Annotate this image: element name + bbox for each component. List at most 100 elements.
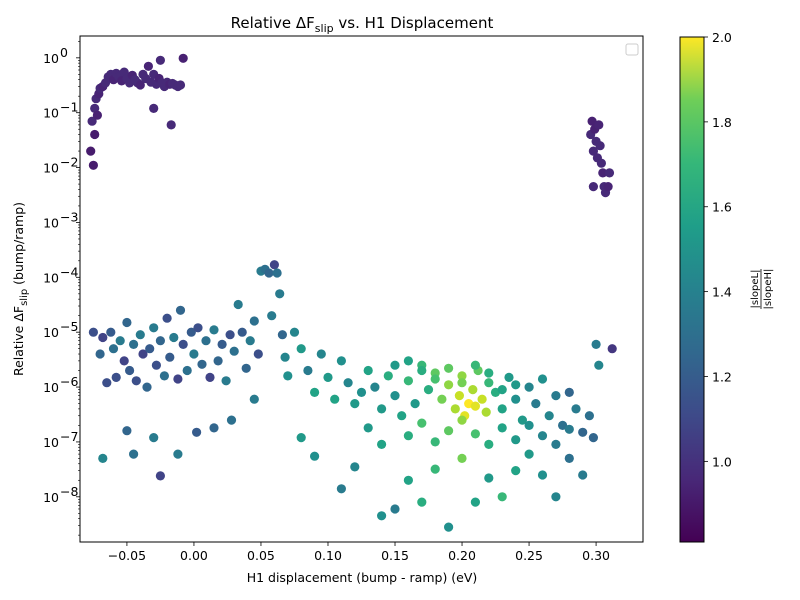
data-point xyxy=(595,141,605,151)
data-point xyxy=(280,352,290,362)
data-point xyxy=(390,360,400,370)
plot-area: −0.05 0.00 0.05 0.10 0.15 0.20 0.25 0.30 10 −810… xyxy=(43,35,644,563)
data-point xyxy=(119,356,129,366)
data-point xyxy=(544,411,554,421)
y-tick-label: 10 xyxy=(43,215,59,230)
data-point xyxy=(343,378,353,388)
data-point xyxy=(390,504,400,514)
data-point xyxy=(249,394,259,404)
data-point xyxy=(122,317,132,328)
data-point xyxy=(377,404,387,414)
x-tick-label: 0.25 xyxy=(515,548,543,563)
data-point xyxy=(470,360,480,370)
data-point xyxy=(149,323,159,333)
data-point xyxy=(143,61,153,71)
data-point xyxy=(155,55,165,65)
data-point xyxy=(588,146,599,156)
data-point xyxy=(531,399,541,409)
data-point xyxy=(417,365,427,376)
data-point xyxy=(131,376,141,386)
data-point xyxy=(578,427,588,437)
y-tick-label-exponent: −3 xyxy=(60,209,78,224)
data-point xyxy=(186,327,196,337)
data-point xyxy=(450,404,460,414)
x-tick-label: 0.20 xyxy=(448,548,476,563)
data-point xyxy=(350,462,360,472)
data-point xyxy=(86,146,96,156)
y-tick-label-exponent: −4 xyxy=(60,264,78,279)
data-point xyxy=(175,305,186,315)
data-point xyxy=(149,103,159,113)
data-point xyxy=(470,497,480,507)
data-point xyxy=(229,346,239,356)
y-tick-label-exponent: −5 xyxy=(60,319,78,334)
data-point xyxy=(155,336,165,346)
data-point xyxy=(564,453,574,463)
data-point xyxy=(588,182,599,192)
data-point xyxy=(205,372,215,382)
data-point xyxy=(90,129,100,140)
colorbar-tick-label: 1.0 xyxy=(712,454,732,469)
data-point xyxy=(253,349,263,359)
data-point xyxy=(537,374,548,384)
scatter-points xyxy=(86,53,617,532)
data-point xyxy=(193,323,203,333)
data-point xyxy=(173,374,183,384)
data-point xyxy=(517,415,528,425)
data-point xyxy=(607,344,617,354)
data-point xyxy=(403,475,413,485)
y-tick-label: 10 xyxy=(43,106,59,121)
data-point xyxy=(303,365,313,376)
y-tick-label: 10 xyxy=(43,435,59,450)
data-point xyxy=(98,453,108,463)
colorbar-tick-label: 1.6 xyxy=(712,200,732,215)
data-point xyxy=(591,339,601,349)
data-point xyxy=(558,420,568,430)
data-point xyxy=(497,423,507,433)
x-tick-label: −0.05 xyxy=(108,548,146,563)
data-point xyxy=(310,451,320,461)
data-point xyxy=(92,110,102,120)
data-point xyxy=(524,420,534,430)
data-point xyxy=(159,371,169,381)
data-point xyxy=(444,426,454,436)
data-point xyxy=(417,418,427,428)
data-point xyxy=(377,439,387,449)
data-point xyxy=(142,382,152,392)
x-tick-label: 0.10 xyxy=(314,548,342,563)
data-point xyxy=(217,339,227,349)
data-point xyxy=(551,492,561,502)
data-point xyxy=(564,424,574,434)
data-point xyxy=(363,423,373,433)
y-tick-label-exponent: −2 xyxy=(60,155,78,170)
data-point xyxy=(162,313,172,323)
data-point xyxy=(249,316,259,326)
data-point xyxy=(397,411,407,421)
data-point xyxy=(423,385,434,395)
y-tick-label: 10 xyxy=(43,325,59,340)
colorbar-label-denominator: |slopeH| xyxy=(763,269,774,310)
colorbar-ticks: 1.0 1.2 1.4 1.6 1.8 2.0 xyxy=(704,30,732,469)
data-point xyxy=(511,380,521,390)
data-point xyxy=(88,327,98,337)
colorbar-gradient xyxy=(680,37,704,542)
colorbar-tick-label: 2.0 xyxy=(712,30,732,45)
data-point xyxy=(283,371,293,381)
data-point xyxy=(588,433,599,443)
data-point xyxy=(296,344,306,354)
data-point xyxy=(430,374,440,384)
data-point xyxy=(370,382,380,392)
x-tick-label: 0.15 xyxy=(381,548,409,563)
data-point xyxy=(363,365,373,376)
data-point xyxy=(594,120,604,130)
colorbar-label: |slopeL| |slopeH| xyxy=(750,269,774,310)
data-point xyxy=(310,387,320,397)
x-tick-label: 0.30 xyxy=(582,548,610,563)
data-point xyxy=(511,466,521,476)
y-tick-label: 10 xyxy=(43,380,59,395)
data-point xyxy=(356,387,367,397)
data-point xyxy=(537,470,548,480)
data-point xyxy=(444,363,454,373)
y-tick-label-exponent: −6 xyxy=(60,374,78,389)
